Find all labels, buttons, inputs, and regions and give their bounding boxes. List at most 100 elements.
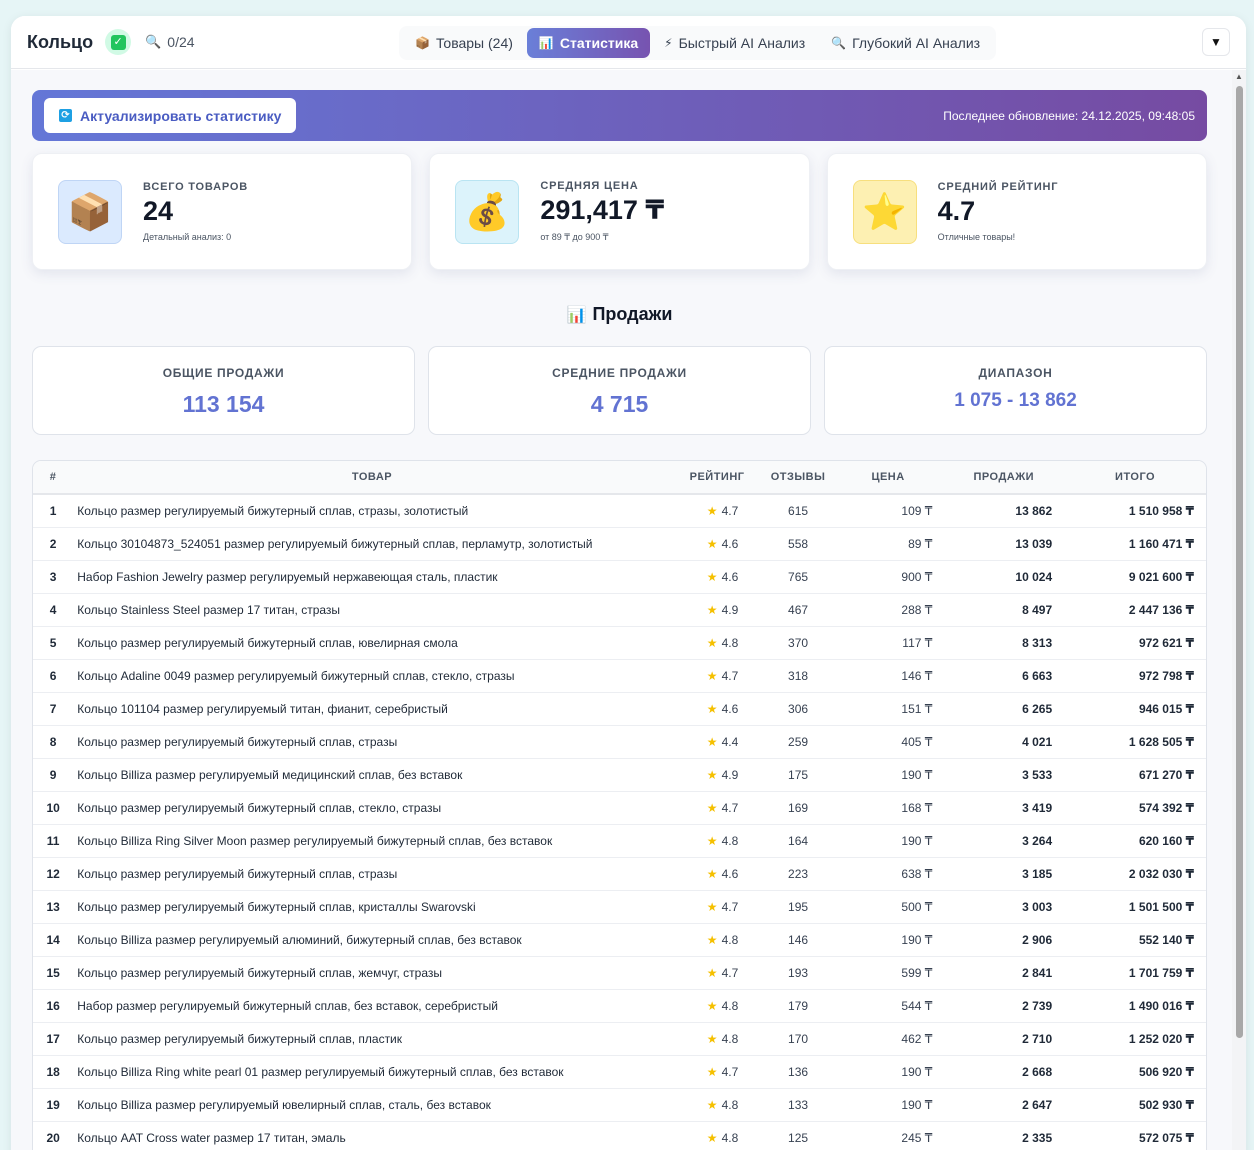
lightning-icon: ⚡ — [664, 36, 673, 50]
col-number[interactable]: # — [33, 461, 74, 495]
scrollbar-thumb[interactable] — [1236, 86, 1243, 1038]
total-cell: 1 628 505 ₸ — [1064, 725, 1206, 759]
table-row[interactable]: 14 Кольцо Billiza размер регулируемый алю… — [33, 923, 1206, 957]
card-label: СРЕДНИЙ РЕЙТИНГ — [937, 180, 1059, 193]
table-row[interactable]: 6 Кольцо Adaline 0049 размер регулируемый… — [33, 659, 1206, 693]
col-total[interactable]: ИТОГО — [1064, 461, 1206, 495]
price-cell: 151 ₸ — [832, 692, 944, 726]
check-icon[interactable]: ✓ — [105, 29, 132, 55]
row-number-cell: 9 — [33, 758, 74, 792]
rating-value: 4.7 — [721, 668, 739, 683]
reviews-cell: 223 — [763, 857, 833, 891]
rating-value: 4.7 — [721, 965, 739, 980]
table-row[interactable]: 12 Кольцо размер регулируемый бижутерный … — [33, 857, 1206, 891]
table-row[interactable]: 13 Кольцо размер регулируемый бижутерный … — [33, 890, 1206, 924]
row-number-cell: 14 — [33, 923, 74, 957]
row-number-cell: 18 — [33, 1055, 74, 1089]
tab-products[interactable]: 📦 Товары (24) — [403, 28, 525, 58]
sales-cell: 6 663 — [943, 659, 1065, 693]
scroll-up-icon[interactable]: ▲ — [1235, 72, 1243, 81]
table-row[interactable]: 9 Кольцо Billiza размер регулируемый меди… — [33, 758, 1206, 792]
last-updated: Последнее обновление: 24.12.2025, 09:48:… — [943, 108, 1195, 123]
refresh-bar: ⟳ Актуализировать статистику Последнее о… — [32, 90, 1207, 141]
reviews-cell: 169 — [763, 791, 833, 825]
tab-deep-ai[interactable]: 🔍 Глубокий AI Анализ — [819, 28, 992, 58]
col-rating[interactable]: РЕЙТИНГ — [670, 461, 764, 495]
price-cell: 288 ₸ — [832, 593, 944, 627]
total-cell: 552 140 ₸ — [1064, 923, 1206, 957]
row-number-cell: 17 — [33, 1022, 74, 1056]
sales-total-card: ОБЩИЕ ПРОДАЖИ 113 154 — [32, 346, 415, 435]
reviews-cell: 146 — [763, 923, 833, 957]
col-reviews[interactable]: ОТЗЫВЫ — [763, 461, 833, 495]
col-product[interactable]: ТОВАР — [73, 461, 671, 495]
row-number-cell: 6 — [33, 659, 74, 693]
table-row[interactable]: 16 Набор размер регулируемый бижутерный с… — [33, 989, 1206, 1023]
table-row[interactable]: 8 Кольцо размер регулируемый бижутерный с… — [33, 725, 1206, 759]
sales-value: 113 154 — [182, 391, 265, 417]
chevron-down-icon[interactable]: ▼ — [1202, 28, 1230, 56]
table-row[interactable]: 19 Кольцо Billiza размер регулируемый юве… — [33, 1088, 1206, 1122]
app-title: Кольцо — [27, 31, 94, 52]
price-cell: 89 ₸ — [832, 527, 944, 561]
sales-average-card: СРЕДНИЕ ПРОДАЖИ 4 715 — [428, 346, 811, 435]
row-number-cell: 3 — [33, 560, 74, 594]
tab-quick-ai[interactable]: ⚡ Быстрый AI Анализ — [652, 28, 817, 58]
star-icon: ★ — [706, 635, 718, 650]
sales-range-card: ДИАПАЗОН 1 075 - 13 862 — [824, 346, 1207, 435]
rating-value: 4.7 — [721, 800, 739, 815]
rating-value: 4.7 — [721, 899, 739, 914]
row-number-cell: 11 — [33, 824, 74, 858]
col-price[interactable]: ЦЕНА — [832, 461, 944, 495]
total-cell: 574 392 ₸ — [1064, 791, 1206, 825]
table-row[interactable]: 4 Кольцо Stainless Steel размер 17 титан,… — [33, 593, 1206, 627]
rating-value: 4.6 — [721, 701, 739, 716]
table-row[interactable]: 18 Кольцо Billiza Ring white pearl 01 раз… — [33, 1055, 1206, 1089]
table-row[interactable]: 20 Кольцо AAT Cross water размер 17 титан… — [33, 1121, 1206, 1150]
money-bag-icon: 💰 — [455, 179, 520, 244]
product-name-cell: Кольцо Billiza Ring white pearl 01 разме… — [73, 1055, 671, 1089]
sales-label: ОБЩИЕ ПРОДАЖИ — [162, 366, 285, 380]
rating-cell: ★ 4.7 — [670, 1055, 764, 1089]
tab-label: Глубокий AI Анализ — [852, 35, 981, 51]
card-total-products: 📦 ВСЕГО ТОВАРОВ 24 Детальный анализ: 0 — [32, 153, 413, 270]
star-icon: ⭐ — [852, 179, 917, 244]
table-row[interactable]: 3 Набор Fashion Jewelry размер регулируем… — [33, 560, 1206, 594]
table-row[interactable]: 10 Кольцо размер регулируемый бижутерный … — [33, 791, 1206, 825]
total-cell: 1 252 020 ₸ — [1064, 1022, 1206, 1056]
total-cell: 1 501 500 ₸ — [1064, 890, 1206, 924]
table-body: 1 Кольцо размер регулируемый бижутерный с… — [33, 494, 1206, 1150]
price-cell: 190 ₸ — [832, 758, 944, 792]
rating-cell: ★ 4.7 — [670, 890, 764, 924]
reviews-cell: 133 — [763, 1088, 833, 1122]
tab-statistics[interactable]: 📊 Статистика — [526, 28, 651, 58]
table-row[interactable]: 5 Кольцо размер регулируемый бижутерный с… — [33, 626, 1206, 660]
reviews-cell: 467 — [763, 593, 833, 627]
price-cell: 900 ₸ — [832, 560, 944, 594]
products-table: # ТОВАР РЕЙТИНГ ОТЗЫВЫ ЦЕНА ПРОДАЖИ ИТОГ… — [32, 460, 1207, 1150]
scrollbar[interactable]: ▲ — [1232, 70, 1246, 1150]
product-name-cell: Кольцо Billiza Ring Silver Moon размер р… — [73, 824, 671, 858]
product-name-cell: Кольцо 30104873_524051 размер регулируем… — [73, 527, 671, 561]
rating-value: 4.8 — [721, 1097, 739, 1112]
table-row[interactable]: 11 Кольцо Billiza Ring Silver Moon размер… — [33, 824, 1206, 858]
price-cell: 146 ₸ — [832, 659, 944, 693]
rating-value: 4.6 — [721, 866, 739, 881]
sales-cell: 3 533 — [943, 758, 1065, 792]
card-value: 24 — [143, 195, 174, 226]
table-row[interactable]: 7 Кольцо 101104 размер регулируемый титан… — [33, 692, 1206, 726]
total-cell: 946 015 ₸ — [1064, 692, 1206, 726]
star-icon: ★ — [706, 932, 718, 947]
col-sales[interactable]: ПРОДАЖИ — [943, 461, 1065, 495]
rating-cell: ★ 4.8 — [670, 626, 764, 660]
table-row[interactable]: 15 Кольцо размер регулируемый бижутерный … — [33, 956, 1206, 990]
rating-cell: ★ 4.7 — [670, 956, 764, 990]
magnifier-icon: 🔍 — [831, 36, 847, 50]
card-average-rating: ⭐ СРЕДНИЙ РЕЙТИНГ 4.7 Отличные товары! — [826, 153, 1207, 270]
table-row[interactable]: 17 Кольцо размер регулируемый бижутерный … — [33, 1022, 1206, 1056]
table-row[interactable]: 1 Кольцо размер регулируемый бижутерный с… — [33, 494, 1206, 528]
refresh-button[interactable]: ⟳ Актуализировать статистику — [44, 98, 297, 133]
tab-label: Статистика — [559, 35, 639, 51]
table-row[interactable]: 2 Кольцо 30104873_524051 размер регулируе… — [33, 527, 1206, 561]
sales-value: 4 715 — [590, 391, 649, 417]
